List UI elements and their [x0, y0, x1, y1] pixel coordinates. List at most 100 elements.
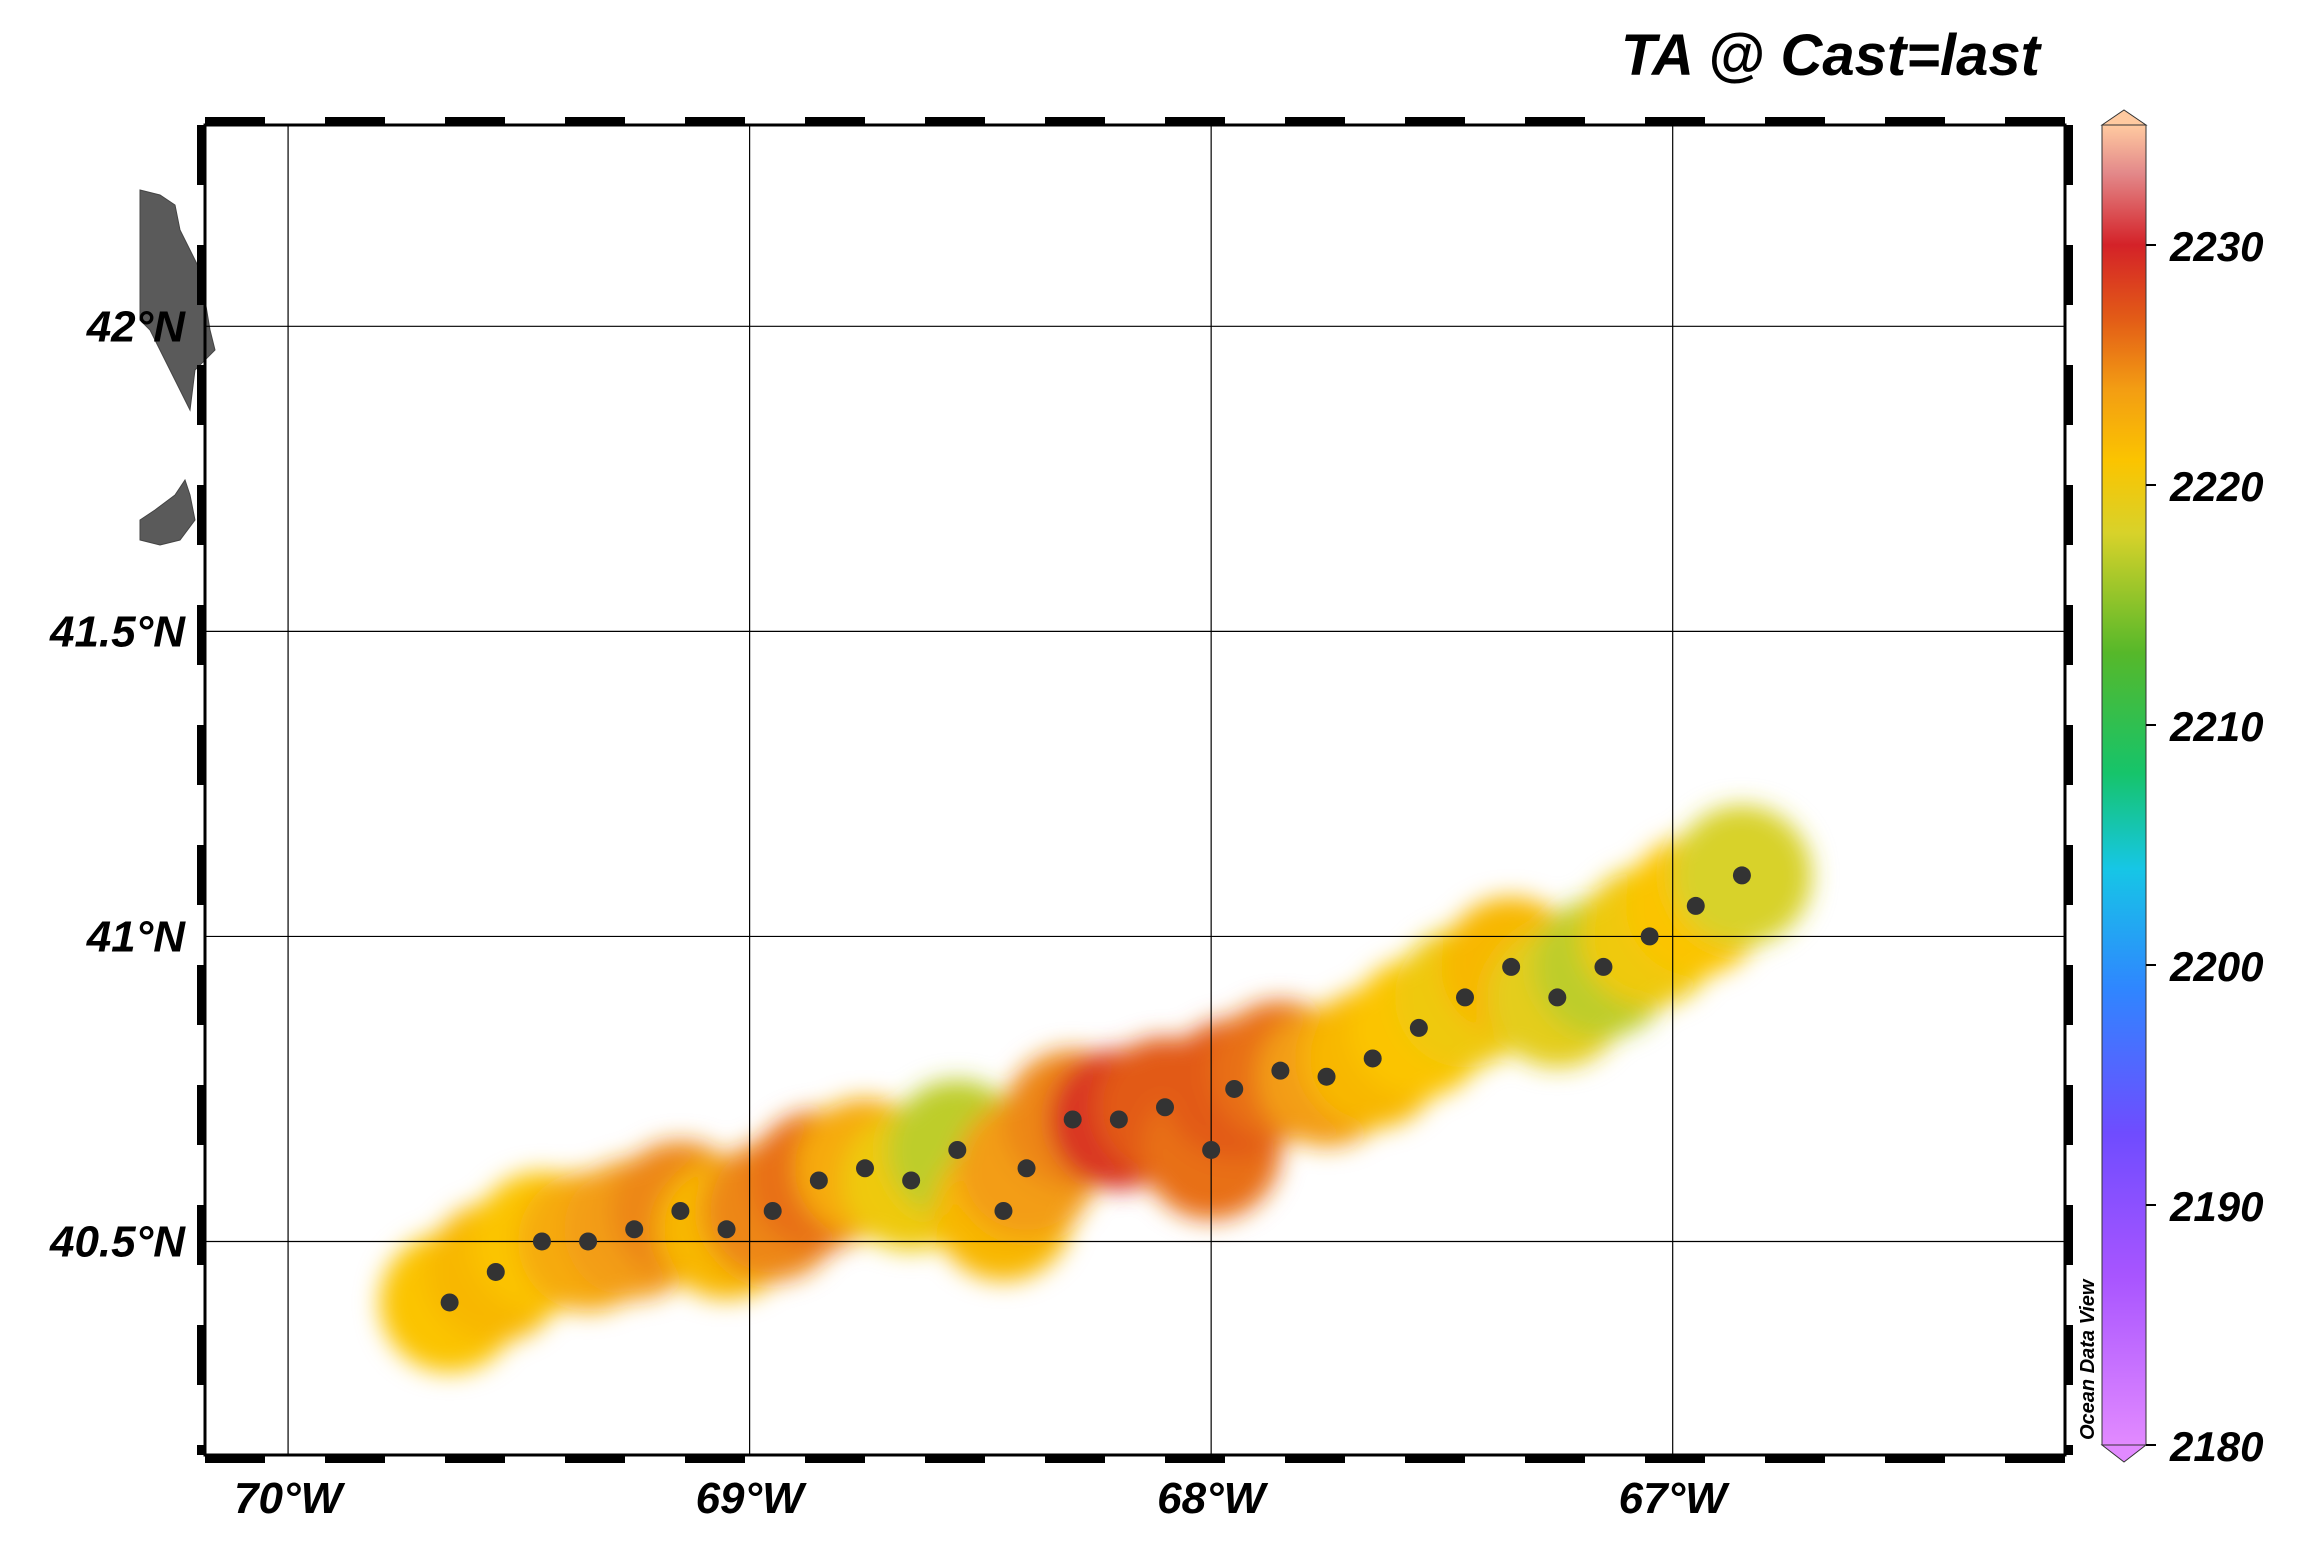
frame-tick [565, 1455, 625, 1463]
colorbar-tick-label: 2210 [2169, 703, 2263, 750]
frame-tick [197, 965, 205, 1025]
station-marker [902, 1171, 921, 1190]
colorbar-ticks: 2230 2220 2210 2200 2190 2180 [2146, 223, 2263, 1470]
frame-tick [1885, 1455, 1945, 1463]
frame-tick [925, 1455, 985, 1463]
frame-tick [205, 1455, 265, 1463]
frame-tick [1405, 117, 1465, 125]
colorbar-tick-label: 2220 [2169, 463, 2263, 510]
x-axis-label: 67°W [1619, 1474, 1731, 1523]
field-blobs [379, 805, 1812, 1373]
colorbar-tick-label: 2200 [2169, 943, 2263, 990]
station-marker [1202, 1140, 1221, 1159]
frame-tick [197, 365, 205, 425]
frame-tick [445, 117, 505, 125]
frame-tick [2065, 1325, 2073, 1385]
station-marker [1063, 1110, 1082, 1129]
plot-frame [203, 123, 2067, 1457]
frame-tick [1885, 117, 1945, 125]
station-marker [1732, 866, 1751, 885]
coastline [139, 189, 216, 546]
station-marker [1317, 1067, 1336, 1086]
frame-tick [197, 1085, 205, 1145]
frame-tick [1645, 1455, 1705, 1463]
x-axis-label: 69°W [696, 1474, 808, 1523]
frame-tick [197, 1445, 205, 1455]
colorbar: 2230 2220 2210 2200 2190 2180 [2100, 109, 2263, 1470]
frame-tick [197, 125, 205, 185]
colorbar-ramp [2101, 124, 2147, 1446]
frame-tick [197, 725, 205, 785]
frame-tick [2065, 605, 2073, 665]
station-marker [948, 1140, 967, 1159]
colorbar-tick-label: 2190 [2169, 1183, 2263, 1230]
station-marker [1225, 1079, 1244, 1098]
station-marker [671, 1201, 690, 1220]
station-markers [440, 866, 1751, 1312]
frame-tick [565, 117, 625, 125]
frame-tick [197, 1205, 205, 1265]
frame-tick [1645, 117, 1705, 125]
frame-tick [445, 1455, 505, 1463]
frame-tick [2065, 1445, 2073, 1455]
frame-tick [2005, 1455, 2065, 1463]
frame-tick [805, 117, 865, 125]
land-shape [139, 478, 196, 546]
station-marker [994, 1201, 1013, 1220]
frame-tick [2065, 845, 2073, 905]
colorbar-tick-label: 2230 [2169, 223, 2263, 270]
frame-tick [2065, 365, 2073, 425]
x-axis-labels: 70°W 69°W 68°W 67°W [234, 1474, 1730, 1523]
frame-tick [1045, 117, 1105, 125]
frame-tick [205, 117, 265, 125]
frame-tick [325, 117, 385, 125]
frame-tick [2065, 125, 2073, 185]
x-axis-label: 70°W [234, 1474, 346, 1523]
lat-lon-grid [205, 125, 2065, 1455]
station-marker [1271, 1061, 1290, 1080]
station-marker [1502, 957, 1521, 976]
interpolated-field [379, 805, 1812, 1373]
frame-tick [925, 117, 985, 125]
station-marker [1640, 927, 1659, 946]
colorbar-tick-label: 2180 [2169, 1423, 2263, 1470]
frame-tick [1285, 1455, 1345, 1463]
station-marker [1456, 988, 1474, 1007]
station-marker [579, 1232, 598, 1251]
station-marker [440, 1293, 459, 1312]
station-marker [625, 1220, 644, 1239]
frame-tick [1525, 1455, 1585, 1463]
frame-tick [1765, 1455, 1825, 1463]
station-marker [1548, 988, 1567, 1007]
station-marker [1017, 1159, 1036, 1178]
frame-tick [1525, 117, 1585, 125]
frame-tick [1165, 117, 1225, 125]
frame-tick [197, 1325, 205, 1385]
map-title: TA @ Cast=last [1621, 23, 2043, 88]
frame-tick [325, 1455, 385, 1463]
plot-area [139, 117, 2073, 1463]
frame-tick [2065, 725, 2073, 785]
frame-tick [1285, 117, 1345, 125]
frame-tick [2065, 245, 2073, 305]
colorbar-top-arrow [2100, 109, 2148, 126]
land-shape [139, 189, 216, 412]
station-marker [486, 1262, 505, 1281]
station-marker [763, 1201, 782, 1220]
station-marker [717, 1220, 736, 1239]
station-marker [1594, 957, 1613, 976]
watermark: Ocean Data View [2077, 1278, 2099, 1440]
colorbar-bottom-arrow [2100, 1444, 2148, 1463]
y-axis-labels: 42°N 41.5°N 41°N 40.5°N [49, 302, 186, 1266]
frame-tick [2065, 485, 2073, 545]
y-axis-label: 40.5°N [49, 1217, 186, 1266]
x-axis-label: 68°W [1157, 1474, 1269, 1523]
y-axis-label: 41.5°N [49, 607, 186, 656]
station-marker [1109, 1110, 1128, 1129]
station-marker [1409, 1018, 1428, 1037]
frame-tick [197, 245, 205, 305]
station-marker [1686, 896, 1705, 915]
frame-tick [805, 1455, 865, 1463]
station-marker [856, 1159, 874, 1178]
